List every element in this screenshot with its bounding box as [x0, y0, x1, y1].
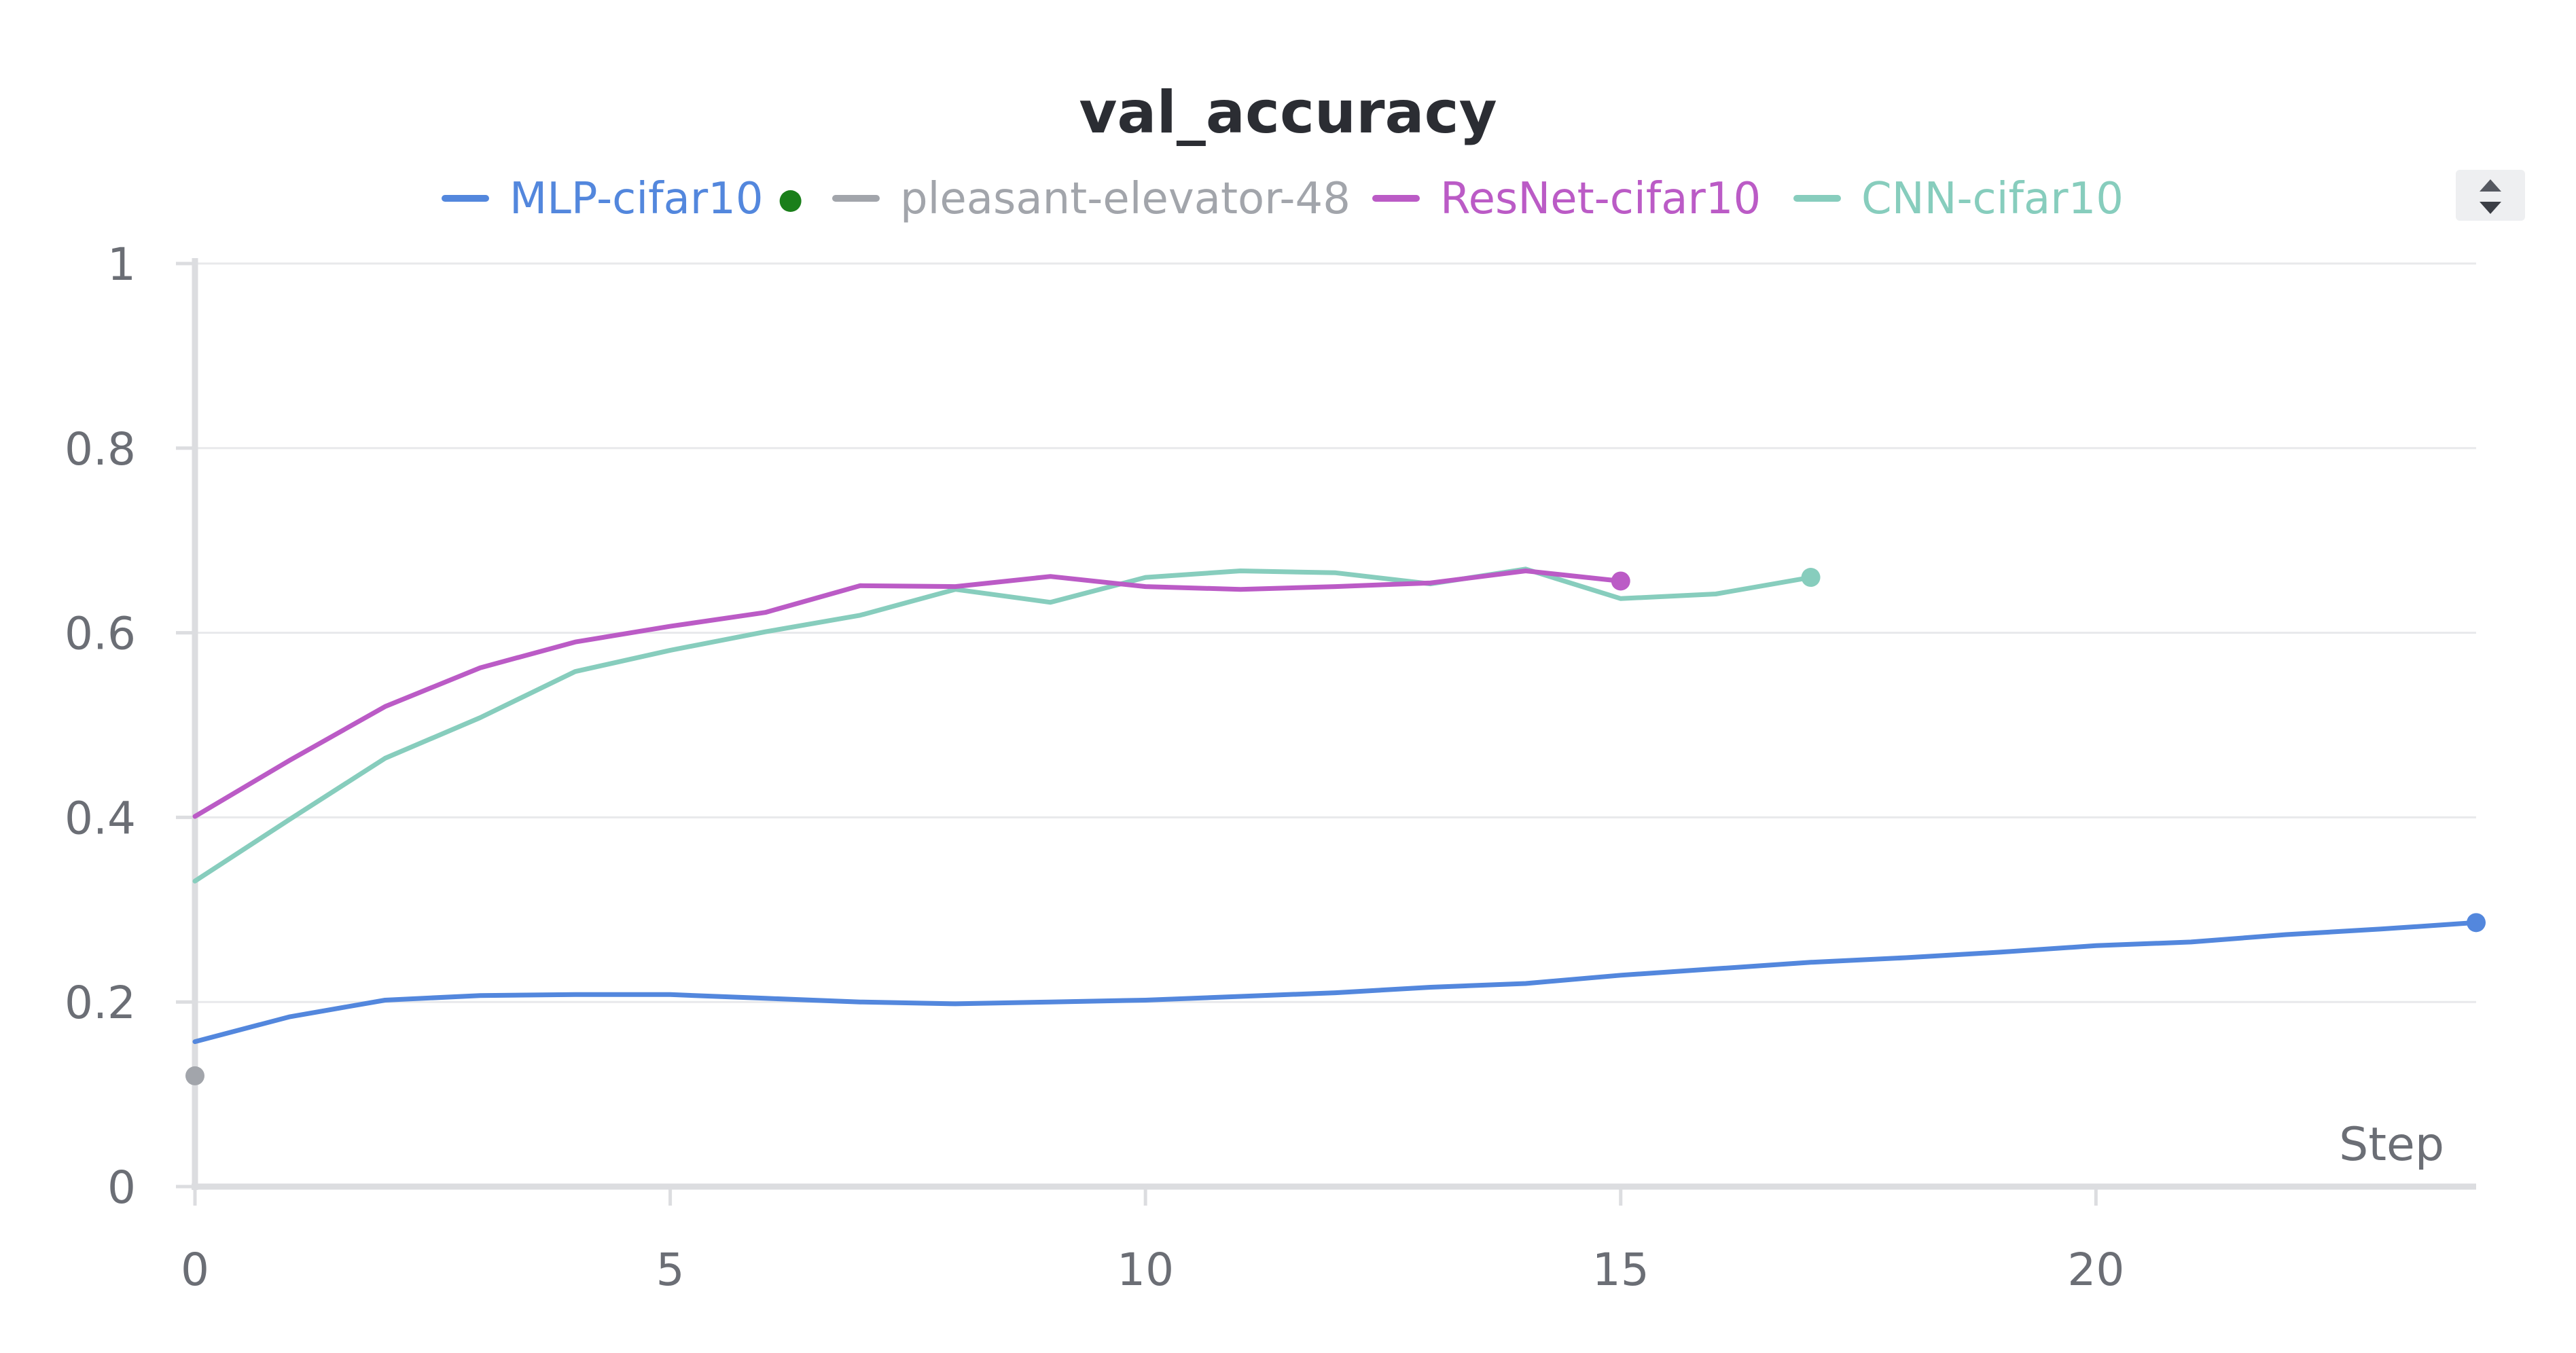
x-tick-label-3: 15 — [1592, 1244, 1649, 1296]
series-resnet — [192, 569, 1630, 819]
series-cnn — [192, 566, 1821, 884]
legend-label-resnet: ResNet-cifar10 — [1440, 174, 1761, 224]
series-endpoint-resnet — [1611, 571, 1630, 591]
legend-item-pleasant[interactable]: pleasant-elevator-48 — [832, 174, 1350, 224]
x-tick-label-4: 20 — [2067, 1244, 2124, 1296]
series-line-mlp — [192, 920, 2479, 1045]
legend: MLP-cifar10 pleasant-elevator-48 ResNet-ci… — [442, 174, 2124, 224]
x-tick-label-0: 0 — [181, 1244, 209, 1296]
legend-item-mlp[interactable]: MLP-cifar10 — [442, 174, 802, 224]
x-axis-ticks: 0 5 10 15 20 — [181, 1244, 2124, 1296]
x-tick-label-1: 5 — [656, 1244, 685, 1296]
chart-title: val_accuracy — [1079, 79, 1497, 147]
legend-item-cnn[interactable]: CNN-cifar10 — [1793, 174, 2124, 224]
chevron-down-icon[interactable] — [2480, 202, 2501, 214]
series-endpoint-pleasant — [185, 1066, 204, 1085]
y-tick-label-5: 1 — [107, 238, 136, 291]
series-line-cnn — [192, 566, 1814, 884]
y-axis-ticks: 0 0.2 0.4 0.6 0.8 1 — [65, 238, 136, 1214]
series-line-resnet — [192, 569, 1624, 819]
y-tick-label-2: 0.4 — [65, 792, 136, 844]
chevron-up-icon[interactable] — [2480, 179, 2501, 192]
axes — [176, 258, 2476, 1206]
legend-label-cnn: CNN-cifar10 — [1861, 174, 2124, 224]
y-tick-label-1: 0.2 — [65, 977, 136, 1029]
series-endpoint-mlp — [2467, 913, 2486, 933]
grid — [195, 262, 2476, 1003]
running-status-dot — [779, 190, 802, 212]
series-pleasant — [185, 1066, 204, 1085]
legend-label-mlp: MLP-cifar10 — [509, 174, 764, 224]
x-tick-label-2: 10 — [1117, 1244, 1174, 1296]
y-tick-label-3: 0.6 — [65, 608, 136, 660]
legend-scroll-control[interactable] — [2456, 170, 2525, 221]
series-endpoint-cnn — [1801, 568, 1821, 588]
series-mlp — [192, 913, 2486, 1045]
y-tick-label-4: 0.8 — [65, 423, 136, 475]
legend-label-pleasant: pleasant-elevator-48 — [900, 174, 1350, 224]
x-axis-title: Step — [2339, 1118, 2444, 1172]
y-tick-label-0: 0 — [107, 1161, 136, 1214]
legend-item-resnet[interactable]: ResNet-cifar10 — [1372, 174, 1761, 224]
series-group — [185, 566, 2486, 1085]
